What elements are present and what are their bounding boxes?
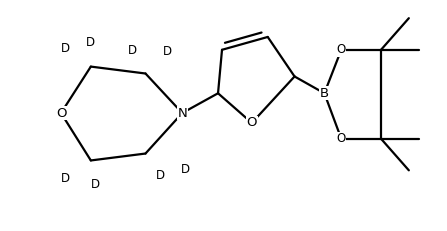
Text: D: D bbox=[163, 45, 172, 58]
Text: D: D bbox=[128, 44, 137, 57]
Text: O: O bbox=[337, 132, 346, 145]
Text: O: O bbox=[337, 43, 346, 56]
Text: B: B bbox=[320, 87, 329, 100]
Text: D: D bbox=[156, 169, 165, 182]
Text: D: D bbox=[181, 163, 190, 176]
Text: D: D bbox=[60, 172, 70, 185]
Text: O: O bbox=[247, 116, 257, 129]
Text: D: D bbox=[91, 178, 101, 191]
Text: N: N bbox=[177, 106, 187, 119]
Text: D: D bbox=[86, 36, 95, 49]
Text: O: O bbox=[56, 106, 66, 119]
Text: D: D bbox=[60, 42, 70, 55]
